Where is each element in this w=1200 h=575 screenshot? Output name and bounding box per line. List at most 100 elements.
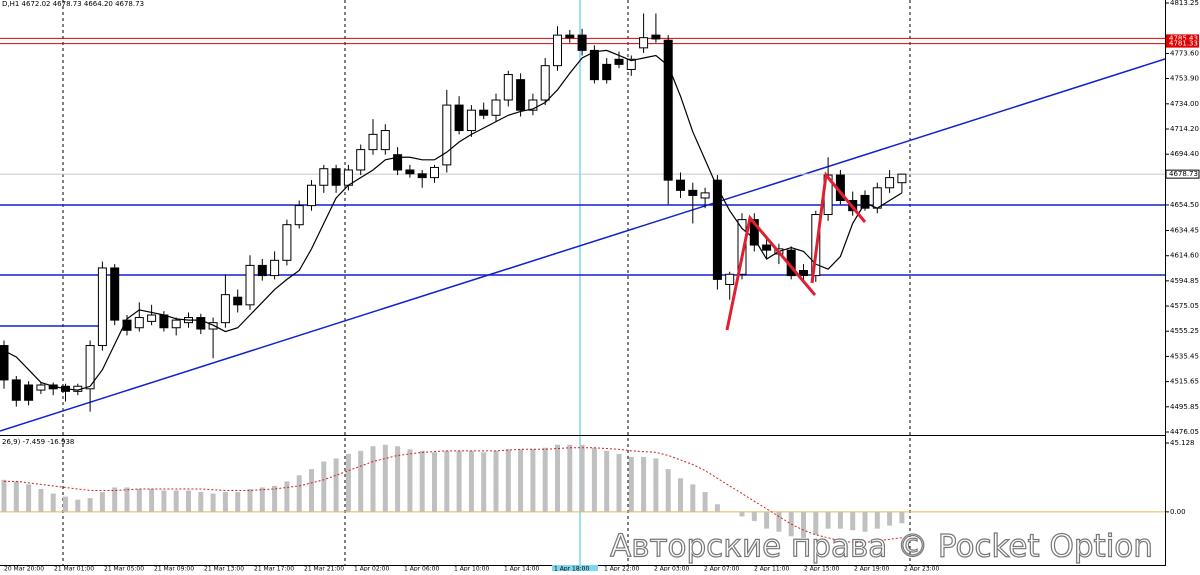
macd-bar <box>309 469 314 512</box>
macd-bar <box>358 450 364 512</box>
y-tick-label: 4753.90 <box>1170 75 1199 83</box>
macd-bar <box>333 458 339 512</box>
macd-bar <box>284 481 290 512</box>
x-tick-label: 2 Apr 11:00 <box>754 566 789 572</box>
macd-bar <box>481 452 487 512</box>
candle-body <box>233 296 243 306</box>
candle-body <box>614 58 624 65</box>
candle-body <box>663 39 673 181</box>
candle-body <box>565 34 575 39</box>
candle-body <box>220 294 230 324</box>
candle-body <box>110 267 120 321</box>
y-tick-label: 45.128 <box>1170 439 1195 447</box>
indicator-label: 26,9) -7.459 -16.938 <box>2 438 74 446</box>
price-label: 4781.33 <box>1169 40 1198 48</box>
macd-bar <box>13 481 19 512</box>
candle-body <box>97 267 107 347</box>
x-tick-label: 21 Mar 01:00 <box>54 566 94 572</box>
candle-body <box>442 104 452 166</box>
macd-bar <box>382 444 388 512</box>
macd-bar <box>407 449 413 512</box>
macd-bar <box>50 493 56 512</box>
candle-body <box>368 133 378 151</box>
y-tick-label: 0.00 <box>1170 508 1186 516</box>
macd-bar <box>468 450 474 512</box>
macd-bar <box>714 504 720 512</box>
y-tick-label: 4476.05 <box>1170 428 1199 436</box>
candle-body <box>503 74 513 101</box>
y-tick-label: 4575.05 <box>1170 302 1199 310</box>
x-tick-label: 1 Apr 18:00 <box>554 566 589 572</box>
macd-bar <box>198 492 204 512</box>
candle-body <box>626 58 636 70</box>
candle-body <box>897 173 907 184</box>
y-tick-label: 4773.60 <box>1170 49 1199 57</box>
watermark: Авторские права © Pocket Option <box>610 529 1153 565</box>
macd-bar <box>432 452 437 512</box>
vertical-separators <box>62 0 911 565</box>
macd-bar <box>222 492 228 512</box>
candle-body <box>676 179 685 191</box>
candle-body <box>24 384 34 401</box>
candle-body <box>540 65 550 101</box>
price-label: 4678.73 <box>1169 170 1198 178</box>
macd-bar <box>395 446 401 512</box>
macd-bar <box>604 450 610 512</box>
x-tick-label: 2 Apr 03:00 <box>654 566 689 572</box>
y-tick-label: 4535.45 <box>1170 352 1199 360</box>
trend-line <box>0 58 1166 432</box>
macd-bar <box>186 490 191 512</box>
y-tick-label: 4614.60 <box>1170 252 1199 260</box>
macd-bar <box>837 511 843 529</box>
candle-body <box>430 166 439 179</box>
macd-bar <box>739 511 745 517</box>
macd-bar <box>887 511 893 526</box>
candle-body <box>491 99 501 116</box>
macd-bar <box>173 490 179 512</box>
macd-bar <box>235 492 241 512</box>
macd-bar <box>247 488 253 512</box>
y-tick-label: 4694.40 <box>1170 150 1199 158</box>
macd-bar <box>641 456 647 512</box>
macd-bar <box>813 511 819 535</box>
macd-bar <box>1 479 7 512</box>
macd-bar <box>542 447 548 512</box>
candle-body <box>860 194 870 209</box>
candle-body <box>737 219 747 275</box>
macd-bar <box>75 499 81 512</box>
macd-bar <box>678 478 683 512</box>
macd-bar <box>776 511 782 532</box>
candle-body <box>799 269 808 277</box>
price-label-box <box>1166 34 1199 43</box>
candle-body <box>85 345 95 390</box>
candle-body <box>466 109 476 132</box>
macd-bar <box>149 488 155 512</box>
candle-body <box>528 99 538 111</box>
candle-body <box>749 219 759 246</box>
macd-bar <box>345 453 351 512</box>
price-label: 4785.43 <box>1169 34 1198 42</box>
x-tick-label: 1 Apr 14:00 <box>504 566 539 572</box>
candle-body <box>159 314 169 329</box>
candle-body <box>36 384 46 391</box>
y-tick-label: 4734.00 <box>1170 100 1199 108</box>
candle-body <box>479 109 489 116</box>
macd-bar <box>567 444 573 512</box>
y-tick-label: 4515.65 <box>1170 378 1199 386</box>
x-tick-label: 21 Mar 17:00 <box>254 566 294 572</box>
candle-body <box>577 34 587 51</box>
candle-body <box>762 244 772 251</box>
y-tick-label: 4495.85 <box>1170 403 1199 411</box>
candle-body <box>589 49 599 81</box>
candle-body <box>872 187 882 209</box>
price-label-box <box>1165 169 1200 179</box>
y-tick-label: 4555.25 <box>1170 327 1199 335</box>
macd-bar <box>296 475 302 512</box>
macd-bar <box>616 453 622 512</box>
macd-bar <box>87 498 93 512</box>
macd-bar <box>518 449 524 512</box>
candle-body <box>307 184 316 207</box>
candle-body <box>196 317 206 330</box>
